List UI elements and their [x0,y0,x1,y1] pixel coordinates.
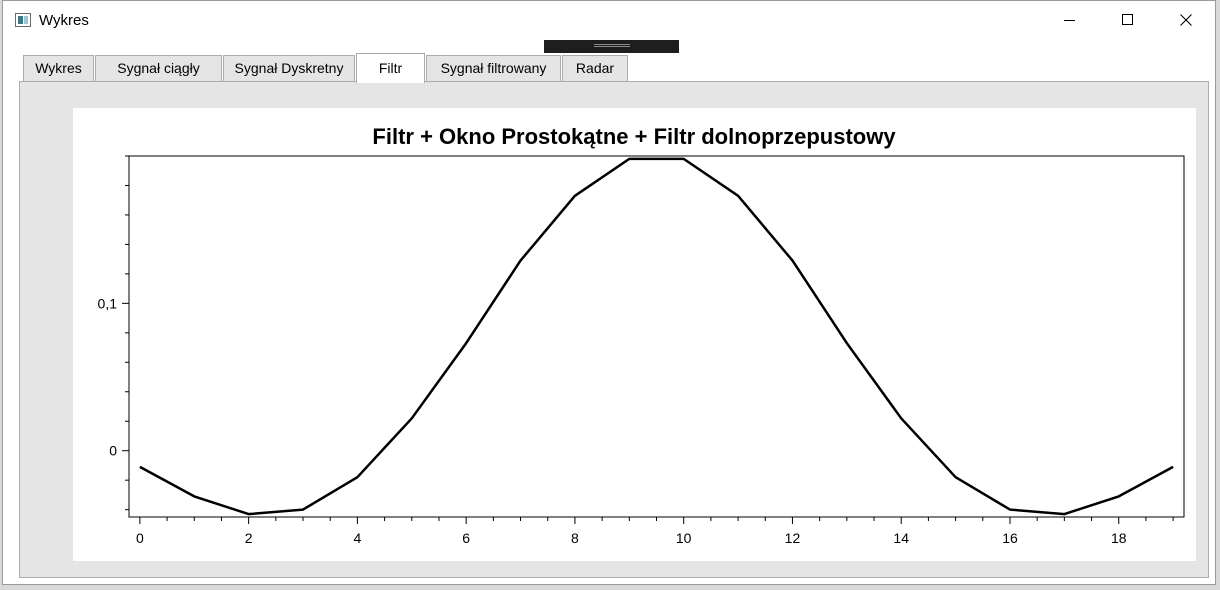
tab-sygnal-filtrowany[interactable]: Sygnał filtrowany [426,55,561,81]
x-tick-label: 10 [676,530,692,546]
close-button[interactable] [1157,1,1215,39]
tab-filtr[interactable]: Filtr [356,53,425,83]
series-line [139,157,1174,516]
window-title: Wykres [39,12,89,29]
tab-sygnal-ciagly[interactable]: Sygnał ciągły [95,55,222,81]
chart-title: Filtr + Okno Prostokątne + Filtr dolnopr… [372,124,896,149]
x-tick-label: 2 [245,530,253,546]
chart-area: Filtr + Okno Prostokątne + Filtr dolnopr… [73,108,1196,561]
debug-toolbar-handle[interactable] [544,40,679,53]
tab-wykres[interactable]: Wykres [23,55,94,81]
tab-radar[interactable]: Radar [562,55,628,81]
plot-frame [128,155,1185,518]
minimize-button[interactable] [1041,1,1099,39]
x-tick-label: 6 [462,530,470,546]
tab-sygnal-dyskretny[interactable]: Sygnał Dyskretny [223,55,355,81]
x-tick-label: 0 [136,530,144,546]
x-tick-label: 16 [1002,530,1018,546]
y-tick-label: 0 [109,443,117,459]
tab-panel-filtr: Filtr + Okno Prostokątne + Filtr dolnopr… [19,81,1209,578]
x-tick-label: 18 [1111,530,1127,546]
x-tick-label: 12 [785,530,801,546]
line-chart: Filtr + Okno Prostokątne + Filtr dolnopr… [98,124,1185,546]
y-tick-label: 0,1 [98,295,118,311]
close-icon [1180,14,1192,26]
x-tick-label: 8 [571,530,579,546]
x-tick-label: 4 [354,530,362,546]
title-bar[interactable]: Wykres [3,1,1215,39]
app-icon [15,13,31,27]
x-tick-label: 14 [893,530,909,546]
maximize-button[interactable] [1099,1,1157,39]
